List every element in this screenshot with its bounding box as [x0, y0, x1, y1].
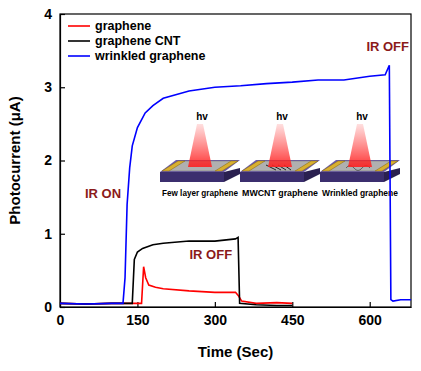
- annotation: IR ON: [85, 186, 121, 201]
- y-tick: 1: [44, 226, 65, 242]
- legend-label: graphene CNT: [95, 34, 181, 48]
- device: hv Few layer graphene: [160, 111, 240, 198]
- series-line: [60, 65, 411, 304]
- legend-entry: wrinkled graphene: [68, 49, 205, 63]
- contact: [242, 161, 265, 171]
- lines: [60, 65, 411, 305]
- annotation: IR OFF: [366, 39, 409, 54]
- y-tick: 0: [44, 299, 65, 315]
- y-tick: 3: [44, 79, 65, 95]
- y-axis-title: Photocurrent (μA): [6, 96, 23, 224]
- contact: [162, 161, 185, 171]
- y-tick-mark: [60, 14, 65, 15]
- y-tick-mark: [60, 307, 65, 308]
- contact: [215, 161, 238, 171]
- inset: hv Few layer graphene hv MWCNT graphene hv Wr…: [160, 111, 400, 198]
- x-axis-title: Time (Sec): [198, 343, 274, 360]
- contact: [322, 161, 345, 171]
- x-tick-mark: [370, 302, 371, 307]
- x-tick-mark: [292, 302, 293, 307]
- ir-beam: [268, 124, 292, 167]
- x-tick-label: 300: [204, 312, 228, 328]
- y-tick: 4: [44, 6, 65, 22]
- y-tick-label: 4: [44, 6, 52, 22]
- x-tick-label: 600: [359, 312, 383, 328]
- substrate-side: [240, 172, 304, 182]
- x-axis: 0 150 300 450 600: [57, 302, 412, 328]
- x-tick: 150: [126, 302, 150, 328]
- inset-label: Wrinkled graphene: [322, 188, 398, 198]
- device: hv MWCNT graphene: [240, 111, 320, 198]
- y-tick-label: 0: [44, 299, 52, 315]
- x-tick-label: 450: [281, 312, 305, 328]
- annotation: IR OFF: [189, 247, 232, 262]
- legend-swatch: [68, 25, 90, 27]
- legend: graphenegraphene CNTwrinkled graphene: [68, 19, 205, 63]
- series-line: [60, 237, 292, 305]
- x-tick-mark: [215, 302, 216, 307]
- substrate-side: [320, 172, 384, 182]
- x-tick-label: 150: [126, 312, 150, 328]
- y-axis: 0 1 2 3 4: [44, 6, 65, 315]
- inset-symbol: hv: [356, 111, 368, 122]
- legend-label: graphene: [95, 19, 151, 33]
- inset-symbol: hv: [196, 111, 208, 122]
- ir-beam: [348, 124, 372, 167]
- plot-frame: [60, 14, 411, 307]
- inset-symbol: hv: [276, 111, 288, 122]
- contact: [375, 161, 398, 171]
- legend-swatch: [68, 40, 90, 42]
- y-tick-mark: [60, 160, 65, 161]
- legend-label: wrinkled graphene: [94, 49, 205, 63]
- legend-entry: graphene CNT: [68, 34, 181, 48]
- device: hv Wrinkled graphene: [320, 111, 400, 198]
- legend-entry: graphene: [68, 19, 151, 33]
- x-tick: 300: [204, 302, 228, 328]
- y-tick-mark: [60, 87, 65, 88]
- series-line: [60, 267, 292, 304]
- y-tick-label: 3: [44, 79, 52, 95]
- contact: [295, 161, 318, 171]
- inset-label: Few layer graphene: [162, 189, 238, 198]
- x-tick-label: 0: [57, 312, 65, 328]
- y-tick-label: 1: [44, 226, 52, 242]
- x-tick: 600: [359, 302, 383, 328]
- substrate-side: [160, 172, 224, 182]
- inset-label: MWCNT graphene: [242, 188, 318, 198]
- plot: 015030045060001234hvFew layer graphenehv…: [44, 6, 411, 328]
- y-tick: 2: [44, 152, 65, 168]
- legend-swatch: [68, 55, 90, 57]
- y-tick-mark: [60, 234, 65, 235]
- x-axis-line: [61, 307, 412, 308]
- y-tick-label: 2: [44, 152, 52, 168]
- ir-beam: [188, 124, 212, 167]
